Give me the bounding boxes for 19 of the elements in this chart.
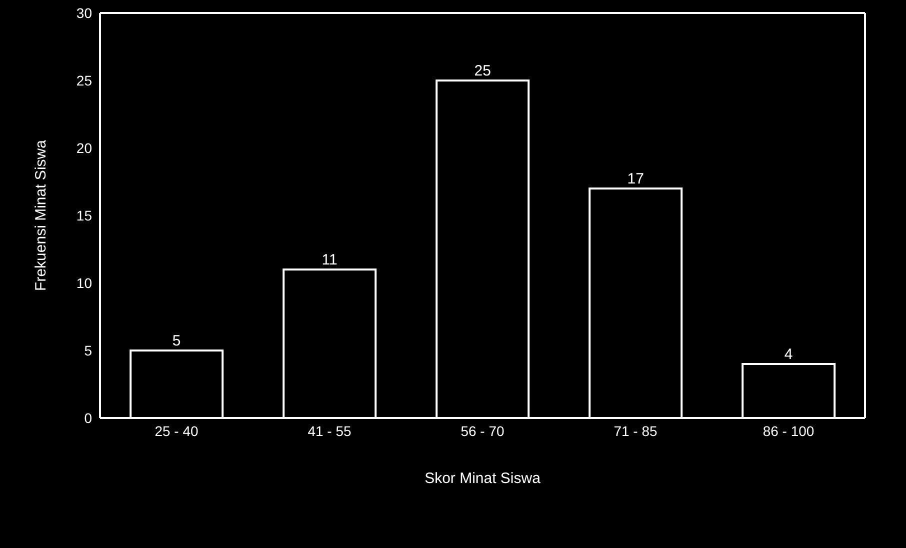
y-tick-label: 25: [76, 72, 92, 88]
x-axis-title: Skor Minat Siswa: [424, 470, 542, 487]
y-tick-label: 30: [76, 4, 92, 21]
data-label: 4: [784, 346, 793, 363]
x-tick-label: 71 - 85: [614, 422, 658, 439]
x-tick-label: 41 - 55: [308, 422, 352, 439]
x-tick-label: 25 - 40: [154, 422, 199, 439]
data-label: 25: [474, 62, 491, 80]
data-label: 11: [322, 252, 338, 268]
y-axis-title: Frekuensi Minat Siswa: [32, 139, 50, 291]
y-tick-label: 5: [84, 342, 92, 358]
x-tick-label: 56 - 70: [460, 422, 505, 439]
data-label: 17: [627, 170, 644, 188]
data-label: 5: [172, 332, 181, 350]
y-tick-label: 20: [76, 140, 92, 156]
y-tick-label: 10: [76, 274, 92, 291]
y-tick-label: 15: [76, 207, 92, 224]
x-tick-label: 86 - 100: [762, 422, 814, 439]
y-tick-label: 0: [84, 410, 92, 426]
